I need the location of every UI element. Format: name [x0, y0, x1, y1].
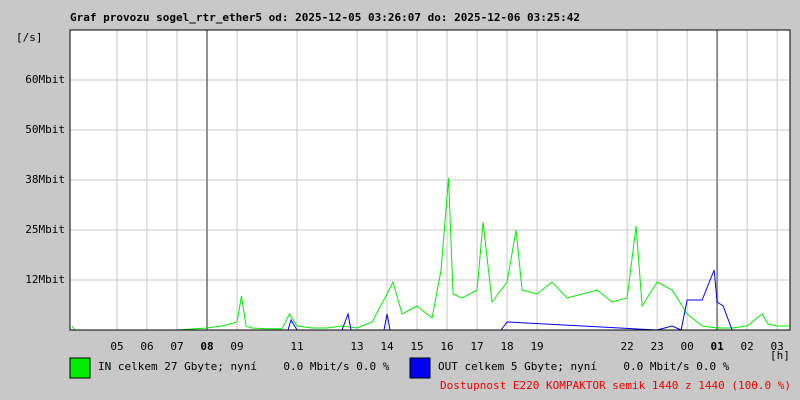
legend-swatch — [409, 357, 431, 379]
legend-swatch — [69, 357, 91, 379]
series-line — [71, 177, 790, 331]
x-tick-label: 18 — [500, 340, 513, 353]
x-tick-label: 17 — [470, 340, 483, 353]
x-tick-label: 03 — [771, 340, 784, 353]
x-tick-label: 11 — [290, 340, 303, 353]
x-tick-label: 09 — [230, 340, 243, 353]
x-tick-label: 08 — [200, 340, 213, 353]
x-tick-label: 01 — [711, 340, 725, 353]
x-tick-label: 13 — [350, 340, 363, 353]
y-tick-label: 50Mbit — [25, 123, 65, 136]
x-tick-label: 05 — [110, 340, 123, 353]
grid — [70, 30, 790, 330]
x-tick-label: 06 — [140, 340, 153, 353]
x-tick-label: 02 — [741, 340, 754, 353]
availability-note: Dostupnost E220 KOMPAKTOR semik 1440 z 1… — [440, 379, 791, 392]
y-unit: [/s] — [16, 31, 43, 44]
y-tick-label: 12Mbit — [25, 273, 65, 286]
plot-frame — [69, 29, 791, 331]
x-tick-label: 14 — [380, 340, 394, 353]
x-tick-label: 07 — [170, 340, 183, 353]
y-tick-label: 60Mbit — [25, 73, 65, 86]
x-tick-label: 23 — [650, 340, 663, 353]
x-tick-label: 19 — [530, 340, 543, 353]
legend-label: IN celkem 27 Gbyte; nyní 0.0 Mbit/s 0.0 … — [98, 360, 390, 373]
y-tick-label: 25Mbit — [25, 223, 65, 236]
y-tick-label: 38Mbit — [25, 173, 65, 186]
legend-label: OUT celkem 5 Gbyte; nyní 0.0 Mbit/s 0.0 … — [438, 360, 730, 373]
x-unit: [h] — [770, 349, 790, 362]
x-tick-label: 16 — [440, 340, 453, 353]
x-tick-label: 22 — [620, 340, 633, 353]
chart-title: Graf provozu sogel_rtr_ether5 od: 2025-1… — [70, 11, 580, 24]
x-tick-label: 00 — [680, 340, 693, 353]
x-tick-label: 15 — [410, 340, 423, 353]
